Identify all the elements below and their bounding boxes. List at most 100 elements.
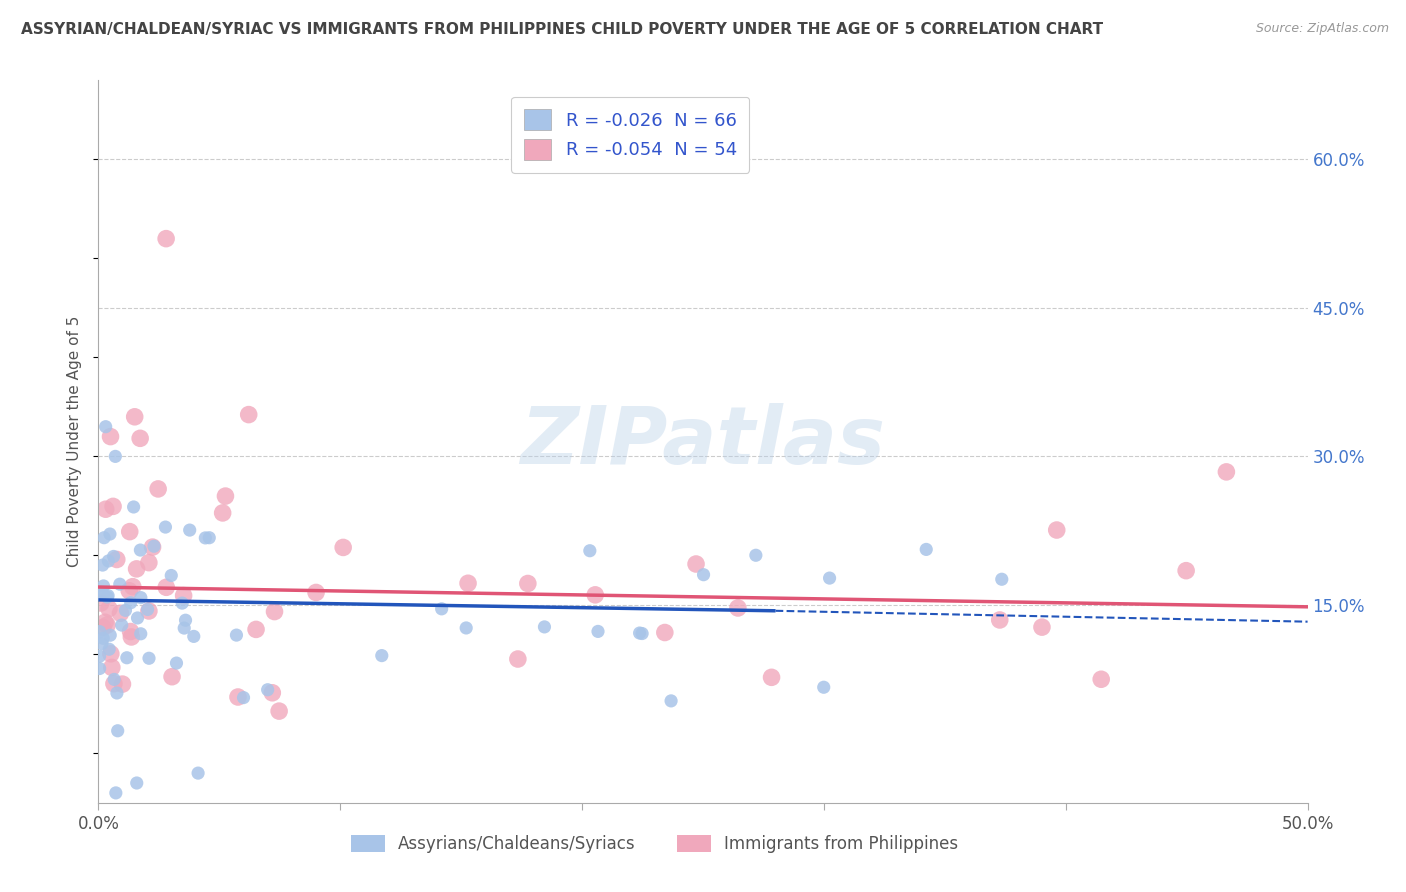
- Point: [108, 577, 131, 591]
- Point: [991, 572, 1014, 586]
- Point: [628, 626, 651, 640]
- Point: [813, 680, 835, 694]
- Point: [96, 618, 118, 632]
- Point: [457, 576, 479, 591]
- Point: [172, 596, 194, 610]
- Point: [146, 482, 169, 496]
- Point: [104, 786, 127, 800]
- Point: [101, 660, 124, 674]
- Y-axis label: Child Poverty Under the Age of 5: Child Poverty Under the Age of 5: [67, 316, 83, 567]
- Point: [143, 539, 166, 553]
- Point: [138, 651, 160, 665]
- Point: [98, 642, 121, 657]
- Point: [98, 601, 121, 615]
- Point: [155, 232, 177, 246]
- Point: [579, 543, 602, 558]
- Point: [136, 602, 159, 616]
- Point: [179, 523, 201, 537]
- Point: [118, 583, 141, 598]
- Point: [98, 527, 121, 541]
- Point: [516, 576, 538, 591]
- Point: [94, 615, 117, 630]
- Point: [94, 502, 117, 516]
- Point: [89, 624, 111, 639]
- Point: [89, 661, 111, 675]
- Point: [91, 587, 114, 601]
- Point: [138, 556, 160, 570]
- Point: [129, 591, 152, 605]
- Point: [124, 409, 146, 424]
- Point: [120, 596, 142, 610]
- Text: Source: ZipAtlas.com: Source: ZipAtlas.com: [1256, 22, 1389, 36]
- Point: [1046, 523, 1069, 537]
- Point: [103, 673, 125, 687]
- Point: [262, 686, 284, 700]
- Point: [93, 579, 115, 593]
- Point: [104, 450, 127, 464]
- Point: [1031, 620, 1053, 634]
- Point: [263, 605, 285, 619]
- Point: [269, 704, 291, 718]
- Point: [129, 627, 152, 641]
- Point: [155, 520, 177, 534]
- Point: [90, 596, 112, 610]
- Point: [692, 567, 714, 582]
- Point: [91, 632, 114, 646]
- Point: [89, 587, 111, 601]
- Point: [659, 694, 682, 708]
- Point: [371, 648, 394, 663]
- Point: [129, 431, 152, 445]
- Point: [129, 543, 152, 558]
- Point: [583, 588, 606, 602]
- Point: [111, 677, 134, 691]
- Point: [1175, 564, 1198, 578]
- Point: [174, 613, 197, 627]
- Text: ASSYRIAN/CHALDEAN/SYRIAC VS IMMIGRANTS FROM PHILIPPINES CHILD POVERTY UNDER THE : ASSYRIAN/CHALDEAN/SYRIAC VS IMMIGRANTS F…: [21, 22, 1104, 37]
- Point: [988, 613, 1011, 627]
- Point: [232, 690, 254, 705]
- Legend: Assyrians/Chaldeans/Syriacs, Immigrants from Philippines: Assyrians/Chaldeans/Syriacs, Immigrants …: [344, 828, 965, 860]
- Point: [114, 603, 136, 617]
- Point: [256, 682, 278, 697]
- Point: [761, 670, 783, 684]
- Point: [100, 429, 122, 443]
- Point: [122, 500, 145, 514]
- Point: [101, 500, 124, 514]
- Point: [194, 531, 217, 545]
- Point: [121, 580, 143, 594]
- Point: [105, 552, 128, 566]
- Point: [183, 629, 205, 643]
- Point: [332, 541, 354, 555]
- Point: [173, 621, 195, 635]
- Point: [125, 776, 148, 790]
- Point: [1215, 465, 1237, 479]
- Point: [506, 652, 529, 666]
- Point: [118, 524, 141, 539]
- Point: [94, 419, 117, 434]
- Point: [120, 630, 142, 644]
- Point: [127, 611, 149, 625]
- Point: [96, 590, 118, 604]
- Point: [155, 580, 177, 594]
- Point: [238, 408, 260, 422]
- Text: ZIPatlas: ZIPatlas: [520, 402, 886, 481]
- Point: [89, 649, 111, 664]
- Point: [160, 670, 183, 684]
- Point: [226, 690, 249, 704]
- Point: [98, 628, 121, 642]
- Point: [91, 620, 114, 634]
- Point: [97, 554, 120, 568]
- Point: [818, 571, 841, 585]
- Point: [105, 686, 128, 700]
- Point: [245, 623, 267, 637]
- Point: [110, 606, 132, 620]
- Point: [166, 656, 188, 670]
- Point: [915, 542, 938, 557]
- Point: [103, 549, 125, 564]
- Point: [456, 621, 478, 635]
- Point: [533, 620, 555, 634]
- Point: [654, 625, 676, 640]
- Point: [142, 540, 165, 554]
- Point: [160, 568, 183, 582]
- Point: [225, 628, 247, 642]
